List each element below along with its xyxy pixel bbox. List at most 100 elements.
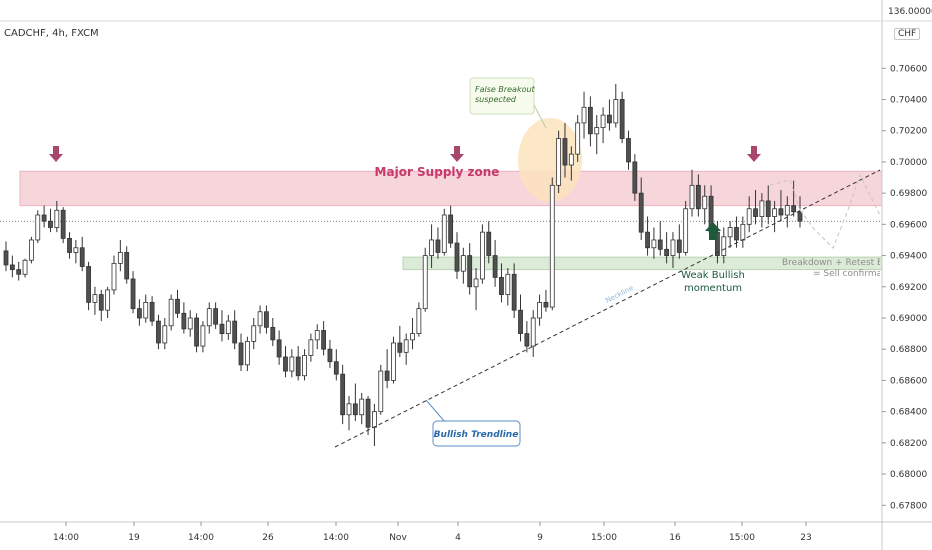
candle-up xyxy=(600,114,606,128)
candle-down xyxy=(734,227,739,241)
candle-up xyxy=(581,106,587,124)
top-price-label: 136.00000 xyxy=(888,7,932,17)
candle-down xyxy=(213,308,219,325)
callout-pointer xyxy=(533,104,547,129)
candle-down xyxy=(365,398,371,428)
x-tick-label: 19 xyxy=(128,533,140,543)
x-tick-label: 4 xyxy=(455,533,461,543)
x-tick-label: Nov xyxy=(389,533,407,543)
candle-up xyxy=(530,317,536,347)
candle-up xyxy=(111,262,117,291)
candle-up xyxy=(302,355,307,377)
y-tick-label: 0.68200 xyxy=(890,439,927,449)
x-tick-label: 23 xyxy=(800,533,811,543)
candle-down xyxy=(715,231,720,256)
x-tick-label: 16 xyxy=(669,533,681,543)
candle-up xyxy=(162,325,168,344)
breakdown-text: Breakdown + Retest Expectation xyxy=(782,258,931,268)
candle-down xyxy=(327,348,333,363)
candle-up xyxy=(244,341,250,366)
candle-up xyxy=(537,301,542,319)
candle-up xyxy=(416,308,422,335)
y-tick-label: 0.68400 xyxy=(890,408,927,418)
candle-down xyxy=(181,312,187,330)
candle-down xyxy=(778,208,784,216)
breakdown-annotation: Breakdown + Retest Expectation= Sell con… xyxy=(782,258,931,279)
candle-down xyxy=(321,330,327,350)
candle-down xyxy=(41,214,47,222)
candle-down xyxy=(48,220,53,228)
candle-up xyxy=(759,200,765,217)
candle-down xyxy=(562,138,568,166)
trendline-label: Bullish Trendline xyxy=(434,430,519,440)
candle-up xyxy=(689,184,695,210)
candle-down xyxy=(16,269,22,275)
down-arrow-icon xyxy=(747,146,761,162)
candle-down xyxy=(753,208,758,217)
candle-up xyxy=(740,223,746,241)
candle-up xyxy=(403,339,409,353)
candle-up xyxy=(429,239,434,256)
false-breakout-callout[interactable] xyxy=(469,77,535,115)
trendline-callout[interactable] xyxy=(432,420,521,447)
candle-up xyxy=(359,398,365,416)
candle-down xyxy=(270,326,276,341)
candle-up xyxy=(314,330,320,341)
x-tick-label: 15:00 xyxy=(729,533,755,543)
candle-down xyxy=(175,298,180,314)
x-tick-label: 14:00 xyxy=(188,533,214,543)
candle-down xyxy=(657,239,663,250)
candle-up xyxy=(225,320,231,334)
candle-down xyxy=(607,114,612,124)
candle-up xyxy=(346,403,352,416)
candle-up xyxy=(257,311,263,327)
y-tick-label: 0.70400 xyxy=(890,96,927,106)
bullish-trendline[interactable] xyxy=(334,169,881,448)
candle-up xyxy=(568,153,574,166)
weak-bullish-text: Weak Bullish xyxy=(681,270,745,281)
candle-down xyxy=(194,317,199,347)
supply-zone[interactable] xyxy=(19,170,883,207)
symbol-label: CADCHF, 4h, FXCM xyxy=(4,28,99,39)
candle-up xyxy=(670,239,676,256)
candle-up xyxy=(251,325,257,342)
candle-up xyxy=(556,138,562,186)
x-tick-label: 15:00 xyxy=(591,533,617,543)
candle-down xyxy=(124,252,130,280)
candle-down xyxy=(283,356,288,372)
candle-down xyxy=(492,255,498,278)
candle-up xyxy=(772,208,777,217)
projected-path xyxy=(799,173,881,249)
candle-up xyxy=(143,301,149,319)
candle-down xyxy=(238,342,244,366)
candle-up xyxy=(92,294,98,303)
candle-down xyxy=(397,342,403,353)
candle-down xyxy=(619,99,625,139)
candle-up xyxy=(73,247,79,253)
y-tick-label: 0.70000 xyxy=(890,158,927,168)
x-tick-label: 14:00 xyxy=(53,533,79,543)
candle-down xyxy=(340,373,346,416)
candle-up xyxy=(187,317,193,330)
y-tick-label: 0.68000 xyxy=(890,470,927,480)
candle-up xyxy=(651,239,657,249)
candle-down xyxy=(632,161,638,194)
candle-down xyxy=(695,184,701,210)
candle-up xyxy=(105,289,111,311)
currency-badge[interactable]: CHF xyxy=(894,28,921,40)
candle-down xyxy=(543,301,549,308)
candle-up xyxy=(549,184,555,308)
candle-down xyxy=(333,361,339,375)
candle-up xyxy=(784,205,790,216)
false-breakout-text: False Breakout xyxy=(475,85,536,94)
candle-up xyxy=(505,273,511,295)
candle-up xyxy=(289,356,295,372)
candle-up xyxy=(206,308,212,327)
candle-down xyxy=(232,320,238,344)
candle-up xyxy=(35,214,41,241)
y-tick-label: 0.69600 xyxy=(890,220,927,230)
candle-up xyxy=(410,333,415,341)
